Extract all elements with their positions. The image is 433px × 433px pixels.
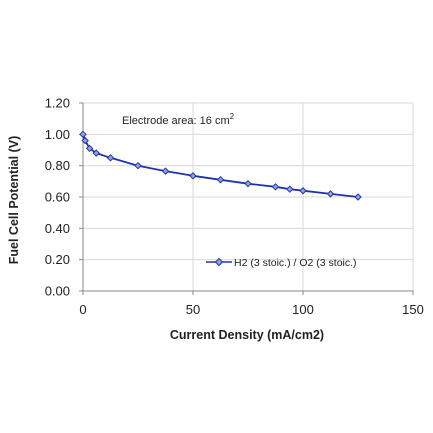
series-layer — [79, 130, 362, 201]
data-point — [81, 136, 89, 145]
y-tick-label: 0.60 — [45, 190, 70, 205]
x-tick-label: 50 — [186, 302, 200, 317]
y-tick-label: 1.00 — [45, 127, 70, 142]
data-point — [244, 179, 252, 188]
data-point — [79, 130, 87, 139]
data-point — [286, 185, 294, 193]
electrode-area-annotation: Electrode area: 16 cm2 — [122, 112, 235, 127]
data-point — [326, 190, 335, 198]
x-tick-label: 0 — [79, 302, 86, 317]
legend: H2 (3 stoic.) / O2 (3 stoic.) — [206, 257, 357, 269]
data-point — [85, 144, 94, 153]
data-point — [354, 193, 362, 201]
y-tick-label: 0.80 — [45, 158, 70, 173]
data-point — [92, 149, 100, 157]
x-tick-label: 150 — [402, 302, 424, 317]
annotation-text: Electrode area: 16 cm — [122, 115, 230, 127]
data-point — [161, 167, 170, 175]
data-point — [271, 183, 280, 191]
annotation-superscript: 2 — [230, 112, 235, 121]
data-point — [134, 161, 142, 170]
y-tick-labels: 0.00 0.20 0.40 0.60 0.80 1.00 1.20 — [45, 96, 70, 299]
x-axis-title: Current Density (mA/cm2) — [170, 328, 324, 342]
y-tick-label: 0.00 — [45, 284, 70, 299]
data-point — [216, 176, 225, 184]
y-tick-label: 0.40 — [45, 221, 70, 236]
y-tick-label: 1.20 — [45, 96, 70, 111]
x-tick-label: 100 — [292, 302, 314, 317]
data-point — [106, 154, 115, 162]
y-axis-title: Fuel Cell Potential (V) — [7, 136, 21, 265]
y-tick-label: 0.20 — [45, 252, 70, 267]
legend-label: H2 (3 stoic.) / O2 (3 stoic.) — [234, 257, 357, 269]
data-point — [299, 187, 307, 195]
x-tick-labels: 0 50 100 150 — [79, 302, 423, 317]
data-point — [189, 172, 197, 180]
legend-marker — [214, 257, 224, 267]
